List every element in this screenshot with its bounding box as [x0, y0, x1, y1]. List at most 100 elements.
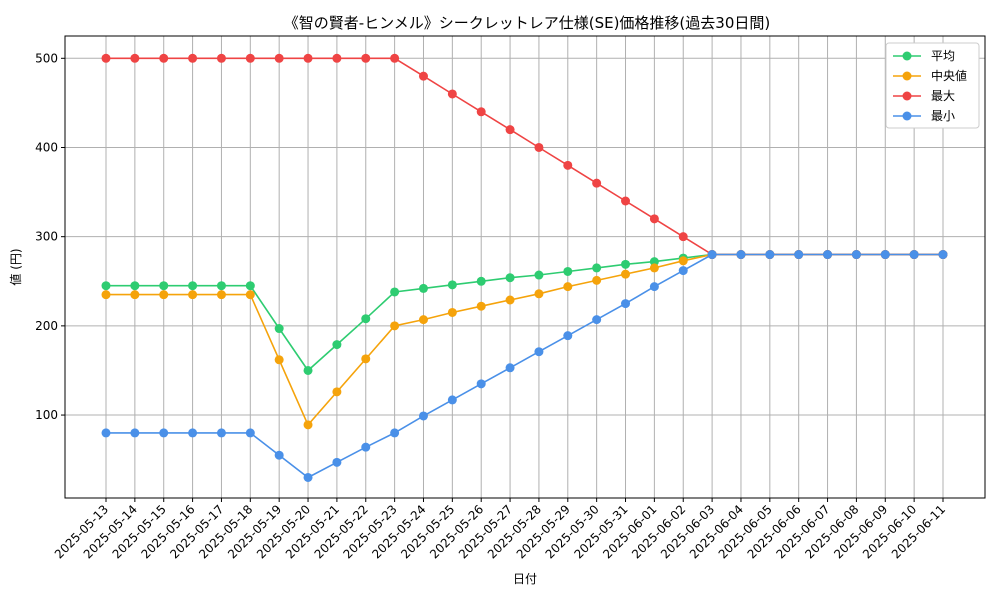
data-point: [851, 250, 861, 260]
data-point: [476, 107, 486, 117]
data-point: [130, 281, 140, 291]
data-point: [361, 442, 371, 452]
data-point: [216, 428, 226, 438]
data-point: [592, 263, 602, 273]
legend-marker: [902, 111, 912, 121]
data-point: [245, 53, 255, 63]
data-point: [621, 269, 631, 279]
data-point: [188, 53, 198, 63]
data-point: [274, 324, 284, 334]
data-point: [678, 232, 688, 242]
legend-marker: [902, 71, 912, 81]
data-point: [361, 314, 371, 324]
data-point: [245, 290, 255, 300]
legend-label: 平均: [931, 49, 955, 63]
data-point: [390, 53, 400, 63]
data-point: [476, 379, 486, 389]
data-point: [274, 53, 284, 63]
data-point: [880, 250, 890, 260]
data-point: [303, 420, 313, 430]
data-point: [621, 259, 631, 269]
data-point: [909, 250, 919, 260]
data-point: [649, 214, 659, 224]
data-point: [678, 256, 688, 266]
data-point: [418, 283, 428, 293]
data-point: [563, 266, 573, 276]
data-point: [216, 53, 226, 63]
data-point: [563, 160, 573, 170]
data-point: [592, 275, 602, 285]
series-line: [106, 57, 943, 256]
data-point: [188, 281, 198, 291]
data-point: [303, 365, 313, 375]
data-point: [505, 273, 515, 283]
data-point: [159, 53, 169, 63]
legend-marker: [902, 91, 912, 101]
series-line: [106, 253, 943, 479]
data-point: [101, 53, 111, 63]
legend-item: 最小: [893, 109, 955, 123]
data-point: [361, 53, 371, 63]
data-point: [736, 250, 746, 260]
data-point: [159, 428, 169, 438]
chart-title: 《智の賢者-ヒンメル》シークレットレア仕様(SE)価格推移(過去30日間): [284, 14, 770, 32]
data-point: [245, 428, 255, 438]
data-point: [332, 340, 342, 350]
y-axis-label: 値 (円): [8, 248, 23, 285]
data-point: [274, 450, 284, 460]
data-point: [765, 250, 775, 260]
data-point: [274, 355, 284, 365]
data-point: [390, 287, 400, 297]
data-point: [447, 280, 457, 290]
plot-area-frame: [64, 35, 986, 499]
data-point: [621, 299, 631, 309]
y-tick-label: 400: [35, 140, 58, 154]
data-point: [592, 178, 602, 188]
data-point: [130, 53, 140, 63]
data-point: [823, 250, 833, 260]
data-point: [245, 281, 255, 291]
data-point: [101, 281, 111, 291]
data-point: [447, 89, 457, 99]
data-point: [447, 307, 457, 317]
data-point: [649, 282, 659, 292]
data-point: [332, 387, 342, 397]
data-point: [418, 315, 428, 325]
data-point: [159, 290, 169, 300]
data-point: [332, 457, 342, 467]
legend-label: 最大: [931, 89, 955, 103]
data-point: [188, 428, 198, 438]
data-point: [390, 321, 400, 331]
data-point: [563, 282, 573, 292]
data-point: [505, 295, 515, 305]
data-point: [101, 290, 111, 300]
series-最大: [101, 53, 948, 260]
data-point: [303, 472, 313, 482]
data-point: [216, 290, 226, 300]
data-point: [534, 142, 544, 152]
data-point: [447, 395, 457, 405]
grid-layer: [65, 36, 985, 498]
series-平均: [101, 250, 948, 375]
data-point: [216, 281, 226, 291]
data-point: [794, 250, 804, 260]
data-point: [621, 196, 631, 206]
series-line: [106, 253, 943, 427]
data-point: [649, 257, 659, 267]
data-point: [534, 289, 544, 299]
legend-item: 最大: [893, 89, 955, 103]
y-tick-label: 200: [35, 319, 58, 333]
data-point: [101, 428, 111, 438]
series-layer: [101, 53, 948, 482]
y-tick-labels: 100 200 300 400 500: [35, 51, 65, 422]
data-point: [418, 71, 428, 81]
data-point: [592, 315, 602, 325]
data-point: [678, 266, 688, 276]
data-point: [418, 411, 428, 421]
data-point: [130, 290, 140, 300]
data-point: [130, 428, 140, 438]
legend-box: [885, 42, 980, 129]
data-point: [476, 276, 486, 286]
